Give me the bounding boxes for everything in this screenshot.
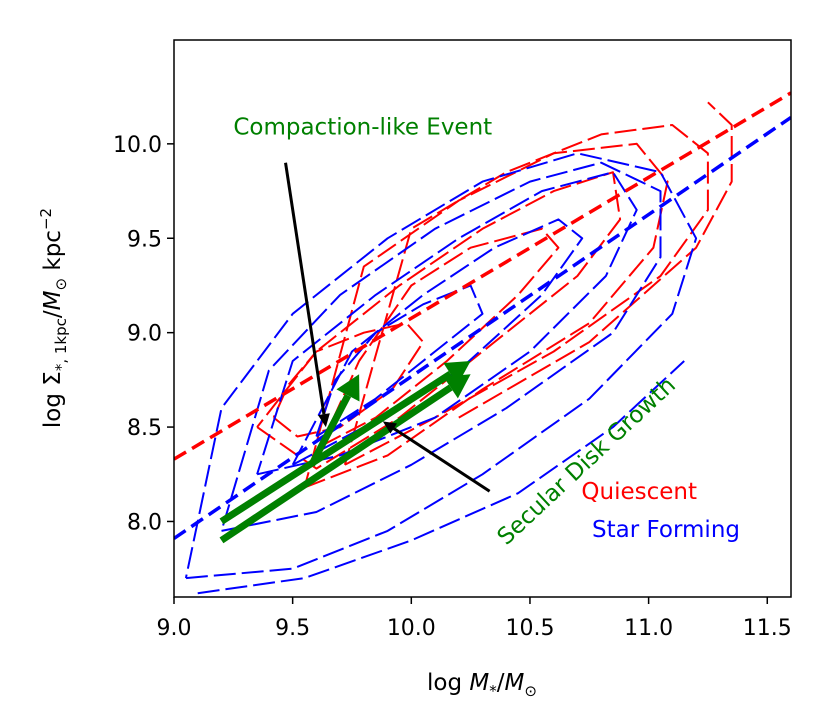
secular-disk-growth-arrow-1 [219,360,471,525]
star-forming-contour-5 [184,152,698,580]
star-forming-contour-2 [291,218,584,466]
y-axis-label: log Σ*, 1kpc/M⊙ kpc−2 [37,208,70,428]
y-tick-label: 8.0 [127,510,162,535]
compaction-label: Compaction-like Event [233,114,492,140]
series-layer [174,91,791,540]
x-tick-label: 11.0 [624,616,673,641]
y-axis-ticks: 8.0 8.5 9.0 9.5 10.0 [113,133,174,535]
x-axis-label: log M*/M⊙ [427,670,537,700]
star-forming-contour-3 [256,171,638,476]
y-tick-label: 10.0 [113,133,162,158]
x-tick-label: 10.0 [387,616,436,641]
y-tick-label: 8.5 [127,416,162,441]
x-tick-label: 9.5 [275,616,310,641]
quiescent-ridge-line [174,91,791,461]
y-tick-label: 9.5 [127,227,162,252]
compaction-pointer [284,162,330,428]
compaction-arrow [308,374,360,467]
star-forming-contour-6 [197,360,685,595]
star-forming-contour-4 [220,161,662,532]
legend-quiescent: Quiescent [581,479,697,505]
x-axis-ticks: 9.0 9.5 10.0 10.5 11.0 11.5 [157,597,792,641]
quiescent-contour-5 [343,124,709,466]
secular-pointer [382,421,491,493]
secular-disk-growth-arrow-2 [219,374,471,544]
star-forming-contour-1 [315,284,484,438]
legend-star-forming: Star Forming [592,517,740,543]
arrows-layer [219,162,491,544]
quiescent-contour-3 [256,171,622,470]
y-tick-label: 9.0 [127,322,162,347]
x-tick-label: 9.0 [157,616,192,641]
x-tick-label: 11.5 [743,616,792,641]
quiescent-contour-2 [320,227,560,447]
plot-frame [173,39,792,598]
star-forming-ridge-line [174,115,791,540]
x-tick-label: 10.5 [505,616,554,641]
quiescent-contour-6 [458,101,733,419]
quiescent-contour-4 [303,142,669,489]
contour-layer [184,101,733,595]
